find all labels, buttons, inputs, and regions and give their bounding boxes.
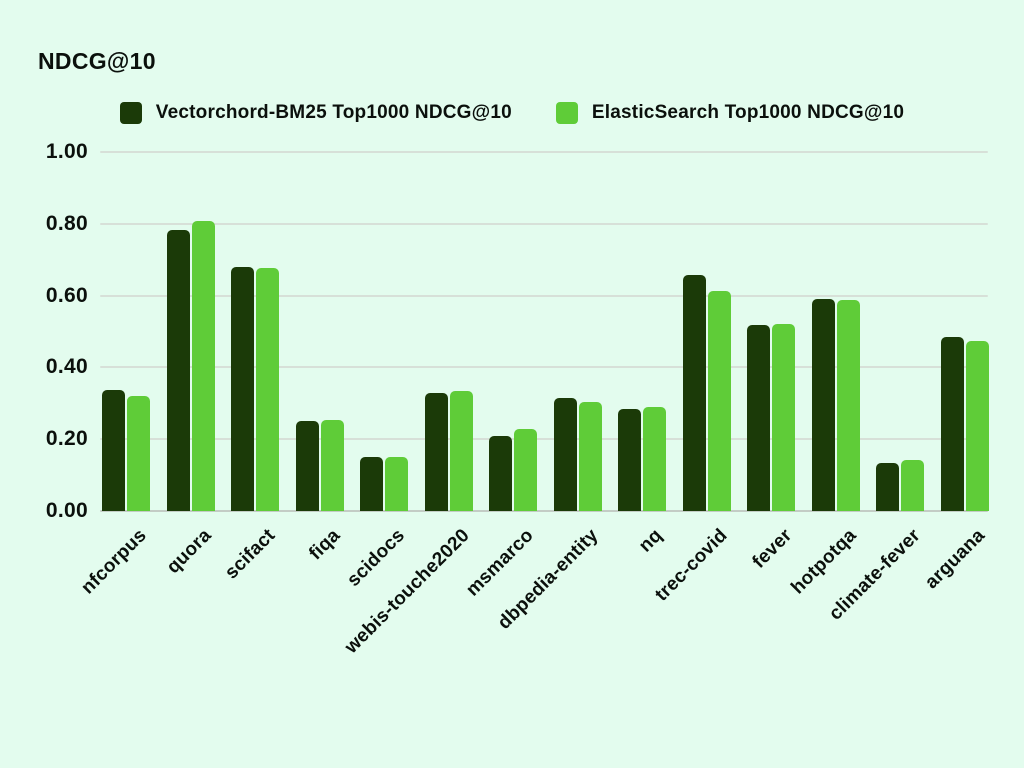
bar-elasticsearch-quora xyxy=(191,221,215,511)
bar-elasticsearch-scidocs xyxy=(385,457,408,511)
gridline xyxy=(100,294,988,297)
chart-title: NDCG@10 xyxy=(38,48,156,74)
x-axis-category-label: fiqa xyxy=(305,525,345,565)
y-axis-tick-label: 0.40 xyxy=(45,355,88,379)
y-axis-tick-label: 1.00 xyxy=(45,140,88,163)
bar-vectorchord-quora xyxy=(166,230,190,511)
bar-vectorchord-scidocs xyxy=(360,457,383,511)
bar-elasticsearch-nq xyxy=(643,407,666,511)
legend-label-vectorchord: Vectorchord-BM25 Top1000 NDCG@10 xyxy=(155,102,512,123)
x-axis-category-label: scidocs xyxy=(342,525,409,591)
gridline xyxy=(100,151,988,153)
x-axis-category-label: scifact xyxy=(221,525,280,584)
bar-elasticsearch-climate-fever xyxy=(901,460,924,511)
legend-item-vectorchord: Vectorchord-BM25 Top1000 NDCG@10 xyxy=(119,102,512,124)
gridline xyxy=(100,438,988,441)
x-axis-category-label: arguana xyxy=(921,525,990,594)
x-axis-category-label: quora xyxy=(162,525,216,578)
legend-swatch-vectorchord xyxy=(119,102,142,124)
x-axis-category-label: nfcorpus xyxy=(77,525,151,599)
legend: Vectorchord-BM25 Top1000 NDCG@10 Elastic… xyxy=(0,102,1024,124)
bar-vectorchord-climate-fever xyxy=(876,463,899,511)
gridline xyxy=(100,366,988,369)
y-axis-tick-label: 0.20 xyxy=(45,427,88,451)
y-axis-tick-label: 0.00 xyxy=(45,499,88,522)
x-axis-category-label: fever xyxy=(748,525,796,573)
bar-vectorchord-trec-covid xyxy=(682,275,706,511)
bar-elasticsearch-webis-touche2020 xyxy=(449,391,473,511)
bar-elasticsearch-fiqa xyxy=(320,420,344,511)
bar-elasticsearch-arguana xyxy=(965,341,989,511)
bar-vectorchord-scifact xyxy=(231,267,254,511)
bar-vectorchord-nq xyxy=(618,409,641,511)
bar-elasticsearch-msmarco xyxy=(514,429,537,511)
legend-label-elasticsearch: ElasticSearch Top1000 NDCG@10 xyxy=(591,102,905,123)
bar-vectorchord-nfcorpus xyxy=(102,390,125,511)
bar-elasticsearch-nfcorpus xyxy=(127,396,150,511)
bar-elasticsearch-trec-covid xyxy=(707,291,731,511)
bar-vectorchord-hotpotqa xyxy=(811,299,835,511)
legend-item-elasticsearch: ElasticSearch Top1000 NDCG@10 xyxy=(555,102,905,124)
x-axis-category-label: nq xyxy=(635,525,667,557)
bar-elasticsearch-hotpotqa xyxy=(836,300,860,511)
bar-elasticsearch-fever xyxy=(772,324,795,511)
bar-vectorchord-arguana xyxy=(940,337,964,511)
x-axis-category-label: webis-touche2020 xyxy=(340,525,474,658)
legend-swatch-elasticsearch xyxy=(555,102,578,124)
x-axis-line xyxy=(100,510,988,512)
bar-vectorchord-msmarco xyxy=(489,436,512,511)
y-axis-tick-label: 0.60 xyxy=(45,283,88,307)
bar-elasticsearch-scifact xyxy=(256,268,279,511)
bar-elasticsearch-dbpedia-entity xyxy=(578,402,602,511)
gridline xyxy=(100,222,988,225)
bar-vectorchord-fiqa xyxy=(295,421,319,511)
bar-vectorchord-dbpedia-entity xyxy=(553,398,577,511)
bar-vectorchord-fever xyxy=(747,325,770,511)
y-axis-tick-label: 0.80 xyxy=(45,211,88,235)
plot-area: 1.00 0.80 0.60 0.40 0.20 0.00 nfcorpus quora sci… xyxy=(46,140,989,658)
bar-vectorchord-webis-touche2020 xyxy=(424,393,448,511)
